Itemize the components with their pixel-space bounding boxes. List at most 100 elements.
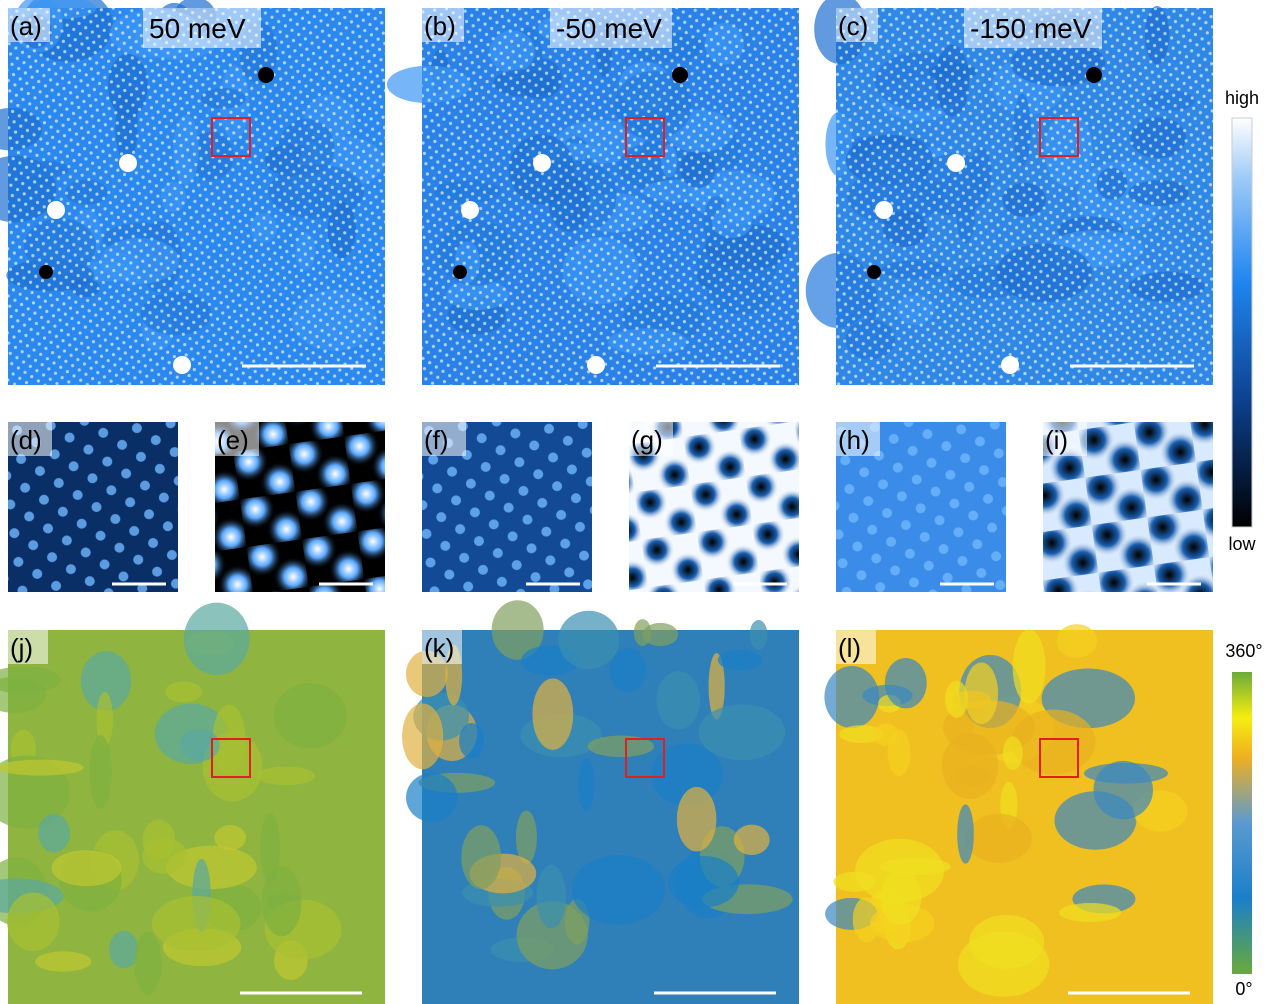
texture <box>0 759 84 776</box>
texture <box>260 812 280 884</box>
texture <box>1002 736 1023 771</box>
texture <box>38 814 70 853</box>
texture <box>35 951 92 972</box>
defect <box>453 265 467 279</box>
texture <box>1012 629 1046 704</box>
texture <box>179 728 220 762</box>
texture <box>459 723 485 759</box>
texture <box>708 653 725 720</box>
texture <box>491 600 544 660</box>
red-box <box>1039 738 1079 778</box>
label-bg <box>422 8 464 42</box>
label-bg <box>422 630 462 664</box>
texture <box>1093 760 1153 820</box>
defect <box>1086 67 1102 83</box>
texture <box>839 725 885 743</box>
texture <box>957 804 974 864</box>
panel-label: (i) <box>1045 425 1068 455</box>
panel-label: (g) <box>631 425 663 455</box>
texture <box>879 857 951 876</box>
defect <box>173 356 191 374</box>
texture <box>532 678 574 750</box>
lattice <box>836 8 1213 385</box>
texture <box>749 619 768 650</box>
texture <box>142 837 188 875</box>
label-bg <box>215 422 259 456</box>
red-box <box>625 117 665 157</box>
panel-label: (l) <box>838 633 861 663</box>
panel-label: (b) <box>424 11 456 41</box>
texture <box>183 602 250 675</box>
panel-label: (d) <box>10 425 42 455</box>
texture <box>1059 903 1122 922</box>
panel-label: (e) <box>217 425 249 455</box>
texture <box>880 870 922 925</box>
defect <box>258 67 274 83</box>
red-box <box>1039 117 1079 157</box>
label-bg <box>836 630 876 664</box>
texture <box>96 692 114 747</box>
texture <box>945 680 969 718</box>
texture <box>1011 709 1096 775</box>
texture <box>536 864 567 929</box>
label-bg <box>836 422 880 456</box>
panel-label: (h) <box>838 425 870 455</box>
texture <box>165 681 203 703</box>
texture <box>968 914 1045 969</box>
energy-label: -150 meV <box>970 13 1092 44</box>
texture <box>516 901 588 970</box>
label-bg <box>1043 422 1087 456</box>
texture <box>256 766 316 786</box>
colorbar-phase <box>1232 672 1252 974</box>
texture <box>733 824 770 856</box>
phase-map <box>422 630 799 1004</box>
texture <box>165 845 257 890</box>
label-bg <box>8 422 52 456</box>
defect <box>47 201 65 219</box>
texture <box>587 735 655 758</box>
label-bg <box>8 8 50 42</box>
defect <box>119 154 137 172</box>
energy-label: 50 meV <box>149 13 246 44</box>
defect <box>39 265 53 279</box>
texture <box>571 855 666 925</box>
texture <box>151 896 241 952</box>
defect <box>947 154 965 172</box>
texture <box>656 671 701 730</box>
texture <box>824 666 880 729</box>
texture <box>609 647 647 693</box>
colorbar-max: 360° <box>1225 641 1262 661</box>
label-bg <box>836 8 878 42</box>
texture <box>698 704 786 761</box>
red-box <box>211 738 251 778</box>
texture <box>852 896 881 943</box>
red-box <box>211 117 251 157</box>
texture <box>402 703 444 770</box>
texture <box>676 786 717 852</box>
defect <box>867 265 881 279</box>
defect <box>587 356 605 374</box>
texture <box>461 825 501 890</box>
texture <box>273 683 347 749</box>
texture <box>134 931 162 995</box>
energy-bg <box>143 8 261 48</box>
defect <box>672 67 688 83</box>
label-bg <box>8 630 48 664</box>
texture <box>642 622 679 647</box>
texture <box>0 666 61 694</box>
texture <box>578 757 595 812</box>
lattice <box>422 8 799 385</box>
colorbar-low: low <box>1228 534 1256 554</box>
texture <box>833 871 876 892</box>
texture <box>7 892 60 952</box>
panel-label: (f) <box>424 425 449 455</box>
texture <box>717 649 762 671</box>
label-bg <box>629 422 673 456</box>
texture <box>214 825 247 851</box>
texture <box>668 855 739 908</box>
defect <box>461 201 479 219</box>
defect <box>1001 356 1019 374</box>
texture <box>51 850 122 887</box>
